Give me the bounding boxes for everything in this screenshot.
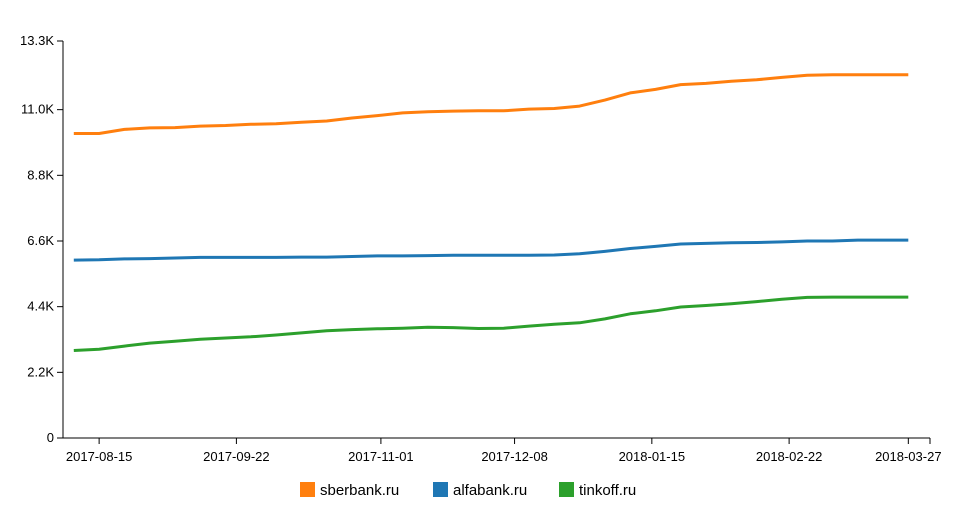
legend-swatch: [559, 482, 574, 497]
x-tick-label: 2017-12-08: [481, 449, 548, 464]
series-lines: [73, 73, 909, 352]
x-axis: 2017-08-15 2017-09-22 2017-11-01 2017-12-08…: [63, 437, 942, 464]
series-line-sberbank-ru: [73, 73, 909, 135]
legend-label: alfabank.ru: [453, 482, 527, 499]
series-line-tinkoff-ru: [73, 295, 909, 352]
legend-item: sberbank.ru: [300, 482, 399, 499]
y-axis: 0 2.2K 4.4K 6.6K 8.8K 11.0K 13.3K: [20, 33, 64, 445]
x-tick-label: 2018-03-27: [875, 449, 942, 464]
legend-label: tinkoff.ru: [579, 482, 636, 499]
x-tick-label: 2017-09-22: [203, 449, 270, 464]
y-tick-label: 13.3K: [20, 33, 54, 48]
legend-item: alfabank.ru: [433, 482, 527, 499]
legend-label: sberbank.ru: [320, 482, 399, 499]
legend-swatch: [433, 482, 448, 497]
y-tick-label: 6.6K: [27, 233, 54, 248]
x-tick-label: 2018-01-15: [619, 449, 686, 464]
x-tick-label: 2018-02-22: [756, 449, 823, 464]
legend-item: tinkoff.ru: [559, 482, 636, 499]
y-tick-label: 11.0K: [21, 102, 54, 117]
y-tick-label: 4.4K: [27, 299, 54, 314]
legend-swatch: [300, 482, 315, 497]
x-tick-label: 2017-11-01: [348, 449, 414, 464]
legend: sberbank.ru alfabank.ru tinkoff.ru: [300, 482, 636, 499]
y-tick-label: 0: [47, 430, 54, 445]
series-line-alfabank-ru: [73, 238, 909, 262]
x-tick-label: 2017-08-15: [66, 449, 133, 464]
y-tick-label: 2.2K: [27, 364, 54, 379]
y-tick-label: 8.8K: [27, 167, 54, 182]
